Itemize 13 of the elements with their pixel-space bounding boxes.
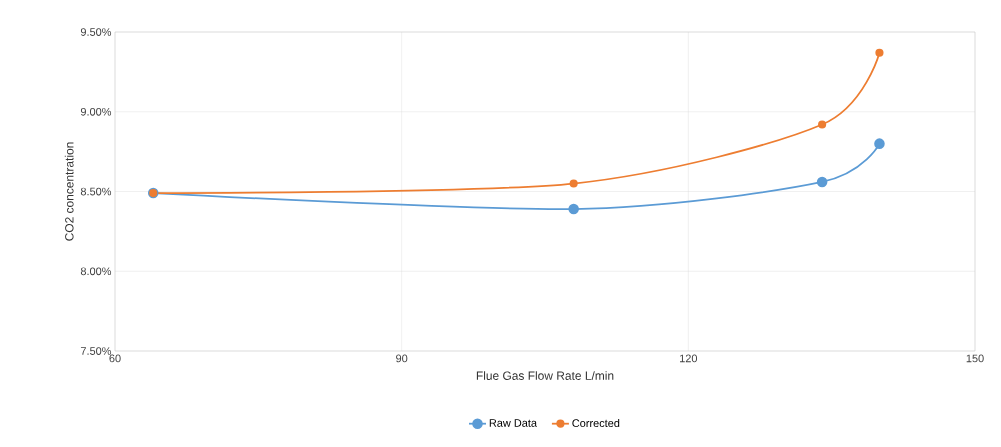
legend-label: Corrected xyxy=(572,418,620,428)
legend-label: Raw Data xyxy=(489,419,537,427)
x-tick-label: 90 xyxy=(396,354,408,363)
y-tick-label: 9.00% xyxy=(80,107,112,116)
y-tick-label: 8.00% xyxy=(80,267,112,276)
x-tick-label: 120 xyxy=(680,354,698,363)
y-tick-label: 8.50% xyxy=(80,187,112,196)
y-axis-title: CO2 concentration xyxy=(64,142,74,241)
x-tick-label: 150 xyxy=(966,354,984,363)
x-axis-title: Flue Gas Flow Rate L/min xyxy=(476,371,614,380)
y-tick-label: 9.50% xyxy=(80,28,112,36)
y-tick-label: 7.50% xyxy=(80,347,112,355)
x-tick-label: 60 xyxy=(109,354,121,363)
